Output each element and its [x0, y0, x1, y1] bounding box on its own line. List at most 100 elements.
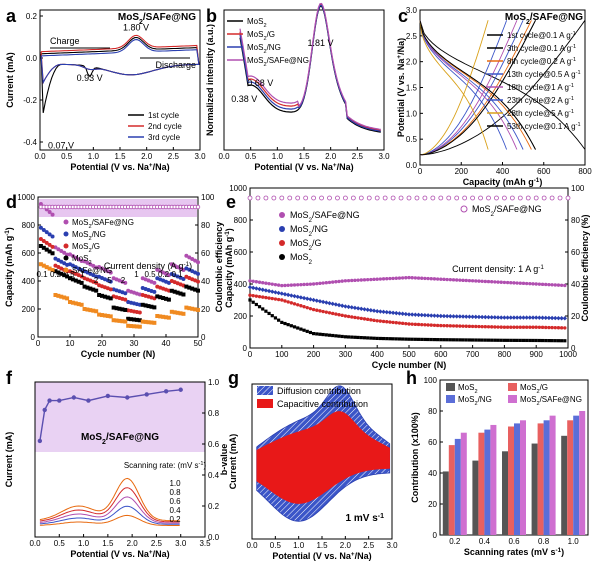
legend-label: 3rd cycle: [148, 133, 181, 142]
data-point: [254, 286, 259, 291]
data-point: [38, 202, 43, 206]
x-tick-label: 100: [275, 350, 289, 359]
data-point: [42, 407, 47, 413]
data-point: [350, 278, 354, 283]
data-point: [283, 299, 287, 303]
data-point: [346, 314, 351, 319]
data-point: [397, 276, 402, 280]
data-point: [486, 315, 491, 320]
data-point: [499, 338, 503, 342]
data-point: [353, 335, 357, 339]
y-tick-label: 20: [428, 500, 437, 509]
data-point: [260, 287, 265, 292]
legend-title: Scanning rate: (mV s-1): [124, 461, 207, 470]
y-tick-label: 0: [433, 531, 438, 540]
data-point: [123, 319, 128, 324]
data-point: [301, 295, 307, 301]
annotation-charge: Charge: [50, 36, 80, 46]
bar: [514, 423, 520, 535]
data-point: [365, 277, 370, 282]
data-point: [391, 320, 395, 325]
data-point: [172, 310, 177, 315]
data-point: [44, 247, 49, 252]
bar: [573, 415, 580, 535]
data-point: [50, 234, 55, 239]
ce-point: [319, 195, 324, 201]
x-tick-label: 3.5: [199, 539, 211, 548]
data-point: [73, 301, 78, 306]
data-point: [79, 274, 84, 279]
legend-label: 0.2: [169, 515, 181, 524]
annotation-rate-10: 0.1: [171, 270, 183, 279]
legend-label: MoS2/NG: [72, 230, 106, 242]
ce-point: [295, 195, 301, 201]
data-point: [129, 324, 134, 329]
data-point: [559, 283, 564, 287]
x-tick-label: 1.5: [298, 152, 310, 161]
legend-label: 28th cycle@5 A g-1: [507, 109, 574, 118]
data-point: [464, 314, 469, 319]
annotation-current-density: Current density: 1 A g-1: [452, 264, 544, 275]
legend-swatch: [446, 383, 455, 391]
data-point: [273, 282, 278, 287]
data-point: [496, 325, 500, 329]
data-point: [108, 314, 113, 319]
data-point: [474, 338, 478, 342]
y-tick-label: 0.0: [406, 161, 418, 170]
data-point: [486, 325, 491, 329]
data-point: [100, 293, 104, 298]
data-point: [257, 280, 262, 284]
y-tick-label: 0: [571, 344, 576, 353]
data-point: [196, 271, 200, 276]
x-tick-label: 3.0: [194, 152, 206, 161]
data-point: [163, 389, 169, 394]
y-axis-label: Current (mA): [228, 434, 238, 490]
data-point: [343, 279, 348, 283]
data-point: [44, 230, 49, 235]
ce-point: [398, 195, 404, 201]
legend-label: MoS2/G: [72, 242, 100, 254]
data-point: [327, 280, 332, 285]
legend-marker: [63, 243, 69, 249]
data-point: [155, 294, 160, 299]
x-tick-label: 400: [371, 350, 385, 359]
ce-point: [303, 195, 309, 201]
data-point: [270, 289, 275, 294]
data-point: [467, 338, 472, 342]
data-point: [410, 322, 414, 326]
data-point: [426, 276, 430, 281]
data-point: [476, 314, 482, 320]
data-point: [280, 283, 284, 288]
y-tick-label: 1.5: [406, 84, 418, 93]
data-point: [289, 293, 294, 298]
data-point: [470, 324, 475, 329]
x-tick-label: 2.5: [168, 152, 180, 161]
data-point: [321, 332, 325, 337]
data-point: [144, 392, 149, 397]
bar: [472, 460, 479, 535]
data-point: [508, 315, 513, 320]
y-tick-label: 80: [201, 221, 210, 230]
data-point: [394, 310, 399, 316]
data-point: [123, 280, 128, 285]
legend-marker: [63, 267, 69, 273]
data-point: [553, 325, 557, 330]
data-point: [37, 438, 43, 444]
data-point: [531, 338, 535, 343]
data-point: [356, 335, 360, 340]
data-point: [193, 287, 198, 292]
data-point: [76, 257, 81, 262]
data-point: [410, 276, 414, 280]
y-tick-label: 0.2: [208, 502, 220, 511]
data-point: [444, 313, 450, 319]
panel-label: b: [206, 6, 217, 26]
data-point: [132, 317, 136, 322]
data-point: [318, 332, 322, 336]
data-point: [470, 279, 475, 283]
data-point: [299, 304, 303, 308]
ce-point: [382, 195, 388, 201]
data-point: [261, 295, 265, 299]
data-point: [502, 325, 507, 329]
data-point: [381, 309, 386, 315]
data-point: [534, 338, 538, 343]
